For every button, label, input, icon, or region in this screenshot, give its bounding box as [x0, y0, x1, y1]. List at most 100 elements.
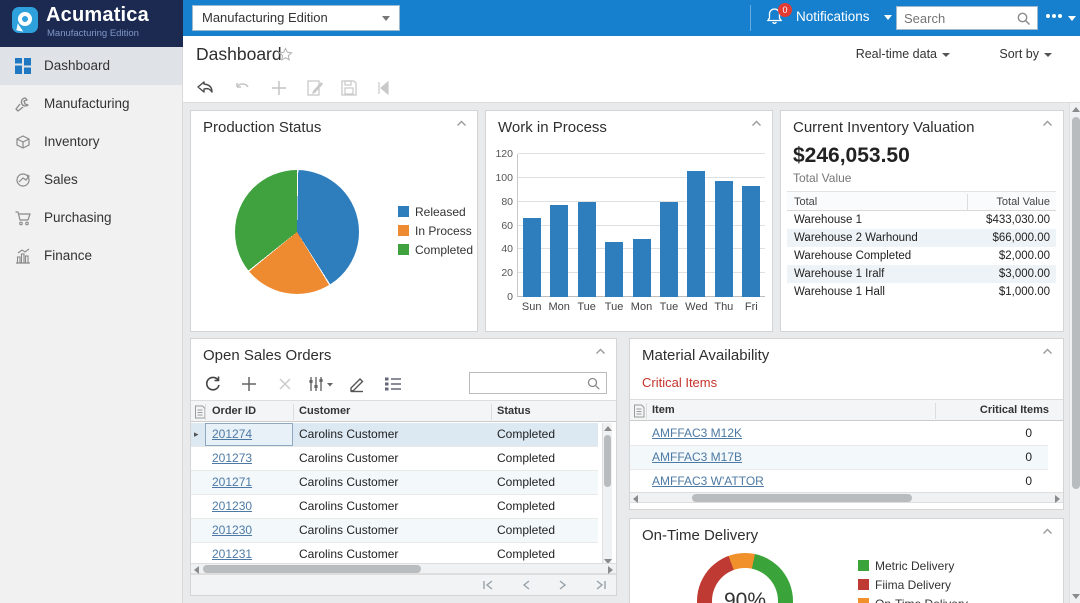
table-row[interactable]: AMFFAC3 W'ATTOR 0: [630, 470, 1048, 492]
warehouse-name: Warehouse 1 Hall: [794, 286, 885, 298]
table-row[interactable]: AMFFAC3 M17B 0: [630, 446, 1048, 470]
panel-title: Production Status: [203, 119, 322, 136]
grid-horizontal-scrollbar[interactable]: [630, 492, 1063, 503]
back-arrow-icon[interactable]: [195, 78, 215, 98]
column-header[interactable]: Status: [497, 405, 531, 417]
gauge-legend: Metric Delivery Fiima Delivery On-Time Del…: [858, 557, 968, 603]
sidebar-item-label: Inventory: [44, 134, 100, 149]
x-axis-tick-label: Wed: [685, 301, 708, 313]
collapse-chevron-icon[interactable]: [1042, 348, 1053, 355]
search-input[interactable]: [897, 7, 1011, 29]
collapse-chevron-icon[interactable]: [1042, 120, 1053, 127]
legend-swatch: [858, 579, 869, 590]
realtime-data-menu[interactable]: Real-time data: [856, 47, 950, 61]
table-row[interactable]: ▸ 201274 Carolins Customer Completed: [191, 423, 598, 447]
brand-subtitle: Manufacturing Edition: [47, 28, 139, 39]
collapse-chevron-icon[interactable]: [751, 120, 762, 127]
sidebar-item-finance[interactable]: Finance: [0, 237, 182, 275]
on-time-delivery-panel: On-Time Delivery 90% Metric Delivery Fiim…: [629, 518, 1064, 603]
grid-footer: [191, 574, 616, 595]
add-row-icon[interactable]: [239, 374, 259, 394]
order-id-cell: 201231: [212, 543, 290, 566]
order-id-link[interactable]: 201230: [212, 499, 253, 513]
notifications-bell-icon[interactable]: 0: [766, 3, 792, 31]
grid-search[interactable]: [469, 372, 607, 394]
table-row: Warehouse 2 Warhound $66,000.00: [787, 229, 1056, 247]
collapse-chevron-icon[interactable]: [1042, 528, 1053, 535]
page-toolbar: [183, 72, 1080, 103]
favorite-star-icon[interactable]: [278, 47, 293, 62]
order-id-cell: 201271: [212, 471, 290, 494]
grid-toolbar: [191, 367, 616, 400]
legend-item: Released: [398, 203, 473, 222]
bell-icon: [766, 8, 783, 24]
sidebar-item-dashboard[interactable]: Dashboard: [0, 47, 182, 85]
grid-vertical-scrollbar[interactable]: [602, 423, 612, 567]
notifications-menu[interactable]: Notifications: [796, 9, 870, 24]
filter-settings-icon[interactable]: [307, 374, 335, 394]
legend-label: Fiima Delivery: [875, 578, 952, 592]
order-id-link[interactable]: 201231: [212, 547, 253, 561]
table-row[interactable]: 201273 Carolins Customer Completed: [191, 447, 598, 471]
status-cell: Completed: [497, 451, 556, 465]
table-row[interactable]: AMFFAC3 M12K 0: [630, 422, 1048, 446]
bar: [550, 205, 569, 297]
grid-horizontal-scrollbar[interactable]: [191, 563, 616, 574]
table-row[interactable]: 201230 Carolins Customer Completed: [191, 519, 598, 543]
add-icon[interactable]: [269, 78, 289, 98]
sidebar-item-manufacturing[interactable]: Manufacturing: [0, 85, 182, 123]
sidebar-item-inventory[interactable]: Inventory: [0, 123, 182, 161]
legend-item: On-Time Delivery: [858, 595, 968, 603]
pager-first-icon[interactable]: [481, 578, 495, 596]
item-link[interactable]: AMFFAC3 M12K: [652, 426, 743, 440]
search-icon[interactable]: [1016, 11, 1032, 27]
table-row[interactable]: 201230 Carolins Customer Completed: [191, 495, 598, 519]
pager-next-icon[interactable]: [558, 578, 568, 596]
column-config-icon[interactable]: [383, 374, 403, 394]
undo-icon[interactable]: [233, 78, 253, 98]
edit-pencil-icon[interactable]: [347, 374, 367, 394]
refresh-icon[interactable]: [203, 374, 223, 394]
order-id-link[interactable]: 201273: [212, 451, 253, 465]
order-id-link[interactable]: 201230: [212, 523, 253, 537]
item-link[interactable]: AMFFAC3 W'ATTOR: [652, 474, 764, 488]
inventory-table: Total Total Value Warehouse 1 $433,030.00…: [787, 191, 1056, 301]
sidebar-item-purchasing[interactable]: Purchasing: [0, 199, 182, 237]
column-header[interactable]: Customer: [299, 405, 351, 417]
y-axis-tick-label: 100: [495, 171, 513, 184]
globe-arrow-icon: [16, 173, 30, 187]
order-id-link[interactable]: 201274: [212, 427, 253, 441]
edition-selector-dropdown[interactable]: Manufacturing Edition: [192, 5, 400, 31]
save-icon[interactable]: [339, 78, 359, 98]
sort-by-menu[interactable]: Sort by: [999, 47, 1052, 61]
pie-legend: Released In Process Completed: [398, 203, 473, 260]
legend-item: Completed: [398, 241, 473, 260]
go-first-icon[interactable]: [373, 78, 393, 98]
delete-row-icon[interactable]: [275, 374, 295, 394]
collapse-chevron-icon[interactable]: [456, 120, 467, 127]
collapse-chevron-icon[interactable]: [595, 348, 606, 355]
column-header[interactable]: Order ID: [212, 405, 257, 417]
table-row[interactable]: 201271 Carolins Customer Completed: [191, 471, 598, 495]
column-header[interactable]: Critical Items: [979, 404, 1049, 416]
legend-item: In Process: [398, 222, 473, 241]
column-header[interactable]: Item: [652, 404, 675, 416]
legend-swatch: [398, 206, 409, 217]
pager-last-icon[interactable]: [594, 578, 608, 596]
x-axis-tick-label: Tue: [577, 301, 596, 313]
x-axis-tick-label: Fri: [744, 301, 758, 313]
more-menu-icon[interactable]: [1046, 14, 1064, 20]
header-divider: [750, 5, 751, 31]
item-link[interactable]: AMFFAC3 M17B: [652, 450, 743, 464]
sidebar-item-sales[interactable]: Sales: [0, 161, 182, 199]
bar: [522, 218, 541, 297]
order-id-cell: 201230: [212, 519, 290, 542]
panel-title: Material Availability: [642, 347, 770, 364]
edit-dashboard-icon[interactable]: [305, 78, 325, 98]
item-cell: AMFFAC3 W'ATTOR: [652, 470, 922, 492]
pager-prev-icon[interactable]: [521, 578, 531, 596]
order-id-link[interactable]: 201271: [212, 475, 253, 489]
page-vertical-scrollbar[interactable]: [1069, 103, 1080, 603]
bar: [632, 238, 651, 297]
